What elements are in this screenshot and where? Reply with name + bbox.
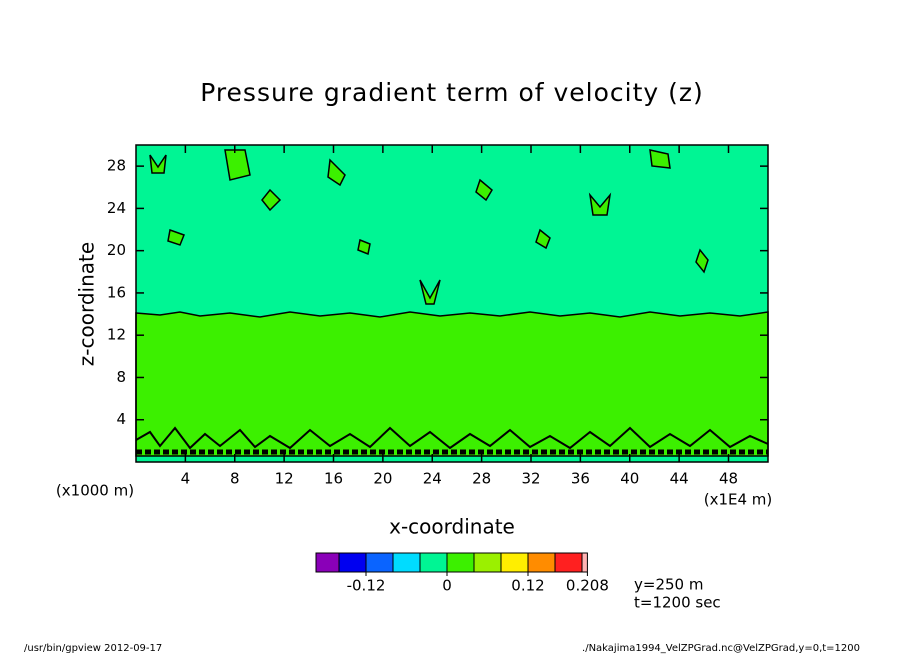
- x-tick-label: 12: [275, 470, 294, 488]
- y-tick-label: 12: [107, 326, 126, 344]
- colorbar-box: [473, 552, 502, 573]
- colorbar-box: [315, 552, 340, 573]
- contour-blob: [224, 149, 251, 181]
- x-tick-label: 32: [521, 470, 540, 488]
- x-tick-label: 16: [324, 470, 343, 488]
- contour-blob: [588, 192, 612, 216]
- x-tick-label: 24: [423, 470, 442, 488]
- colorbar-box: [554, 552, 583, 573]
- contour-blob: [357, 238, 371, 256]
- footer-right: ./Nakajima1994_VelZPGrad.nc@VelZPGrad,y=…: [582, 643, 860, 654]
- x-tick-label: 48: [719, 470, 738, 488]
- y-tick-label: 20: [107, 241, 126, 259]
- colorbar-tick-label: -0.12: [347, 577, 386, 595]
- x-tick-label: 44: [670, 470, 689, 488]
- contour-blob: [327, 158, 346, 187]
- y-tick-label: 24: [107, 199, 126, 217]
- y-axis-label: z-coordinate: [75, 242, 99, 366]
- contour-blob: [167, 228, 185, 246]
- colorbar-box: [527, 552, 556, 573]
- y-unit: (x1000 m): [56, 482, 134, 500]
- x-tick-label: 20: [373, 470, 392, 488]
- y-tick-label: 8: [116, 368, 126, 386]
- annotation: t=1200 sec: [634, 594, 721, 612]
- plot-frame: [135, 144, 769, 463]
- colorbar-box: [581, 552, 588, 573]
- x-tick-label: 36: [571, 470, 590, 488]
- contour-blobs: [149, 149, 709, 305]
- colorbar-tick-label: 0.12: [511, 577, 544, 595]
- colorbar-box: [338, 552, 367, 573]
- contour-blob: [649, 149, 671, 169]
- x-tick-label: 40: [620, 470, 639, 488]
- contour-noise: [135, 426, 769, 450]
- colorbar-box: [392, 552, 421, 573]
- x-tick-label: 28: [472, 470, 491, 488]
- contour-blob: [535, 228, 551, 250]
- colorbar-tick-label: 0.208: [566, 577, 609, 595]
- contour-blob: [149, 154, 167, 174]
- x-tick-label: 4: [181, 470, 191, 488]
- colorbar-box: [446, 552, 475, 573]
- chart-title: Pressure gradient term of velocity (z): [200, 78, 704, 107]
- contour-blob: [695, 248, 709, 274]
- annotation: y=250 m: [634, 576, 703, 594]
- contour-blob: [419, 279, 441, 305]
- contour-blob: [475, 178, 493, 202]
- y-tick-label: 16: [107, 283, 126, 301]
- colorbar-box: [500, 552, 529, 573]
- colorbar-box: [419, 552, 448, 573]
- field-lower: [135, 311, 769, 457]
- footer-left: /usr/bin/gpview 2012-09-17: [24, 643, 162, 654]
- colorbar-tick-label: 0: [442, 577, 452, 595]
- x-unit: (x1E4 m): [704, 491, 773, 509]
- x-tick-label: 8: [230, 470, 240, 488]
- colorbar-box: [365, 552, 394, 573]
- x-axis-label: x-coordinate: [389, 515, 515, 539]
- y-tick-label: 28: [107, 157, 126, 175]
- contour-blob: [261, 188, 282, 212]
- y-tick-label: 4: [116, 410, 126, 428]
